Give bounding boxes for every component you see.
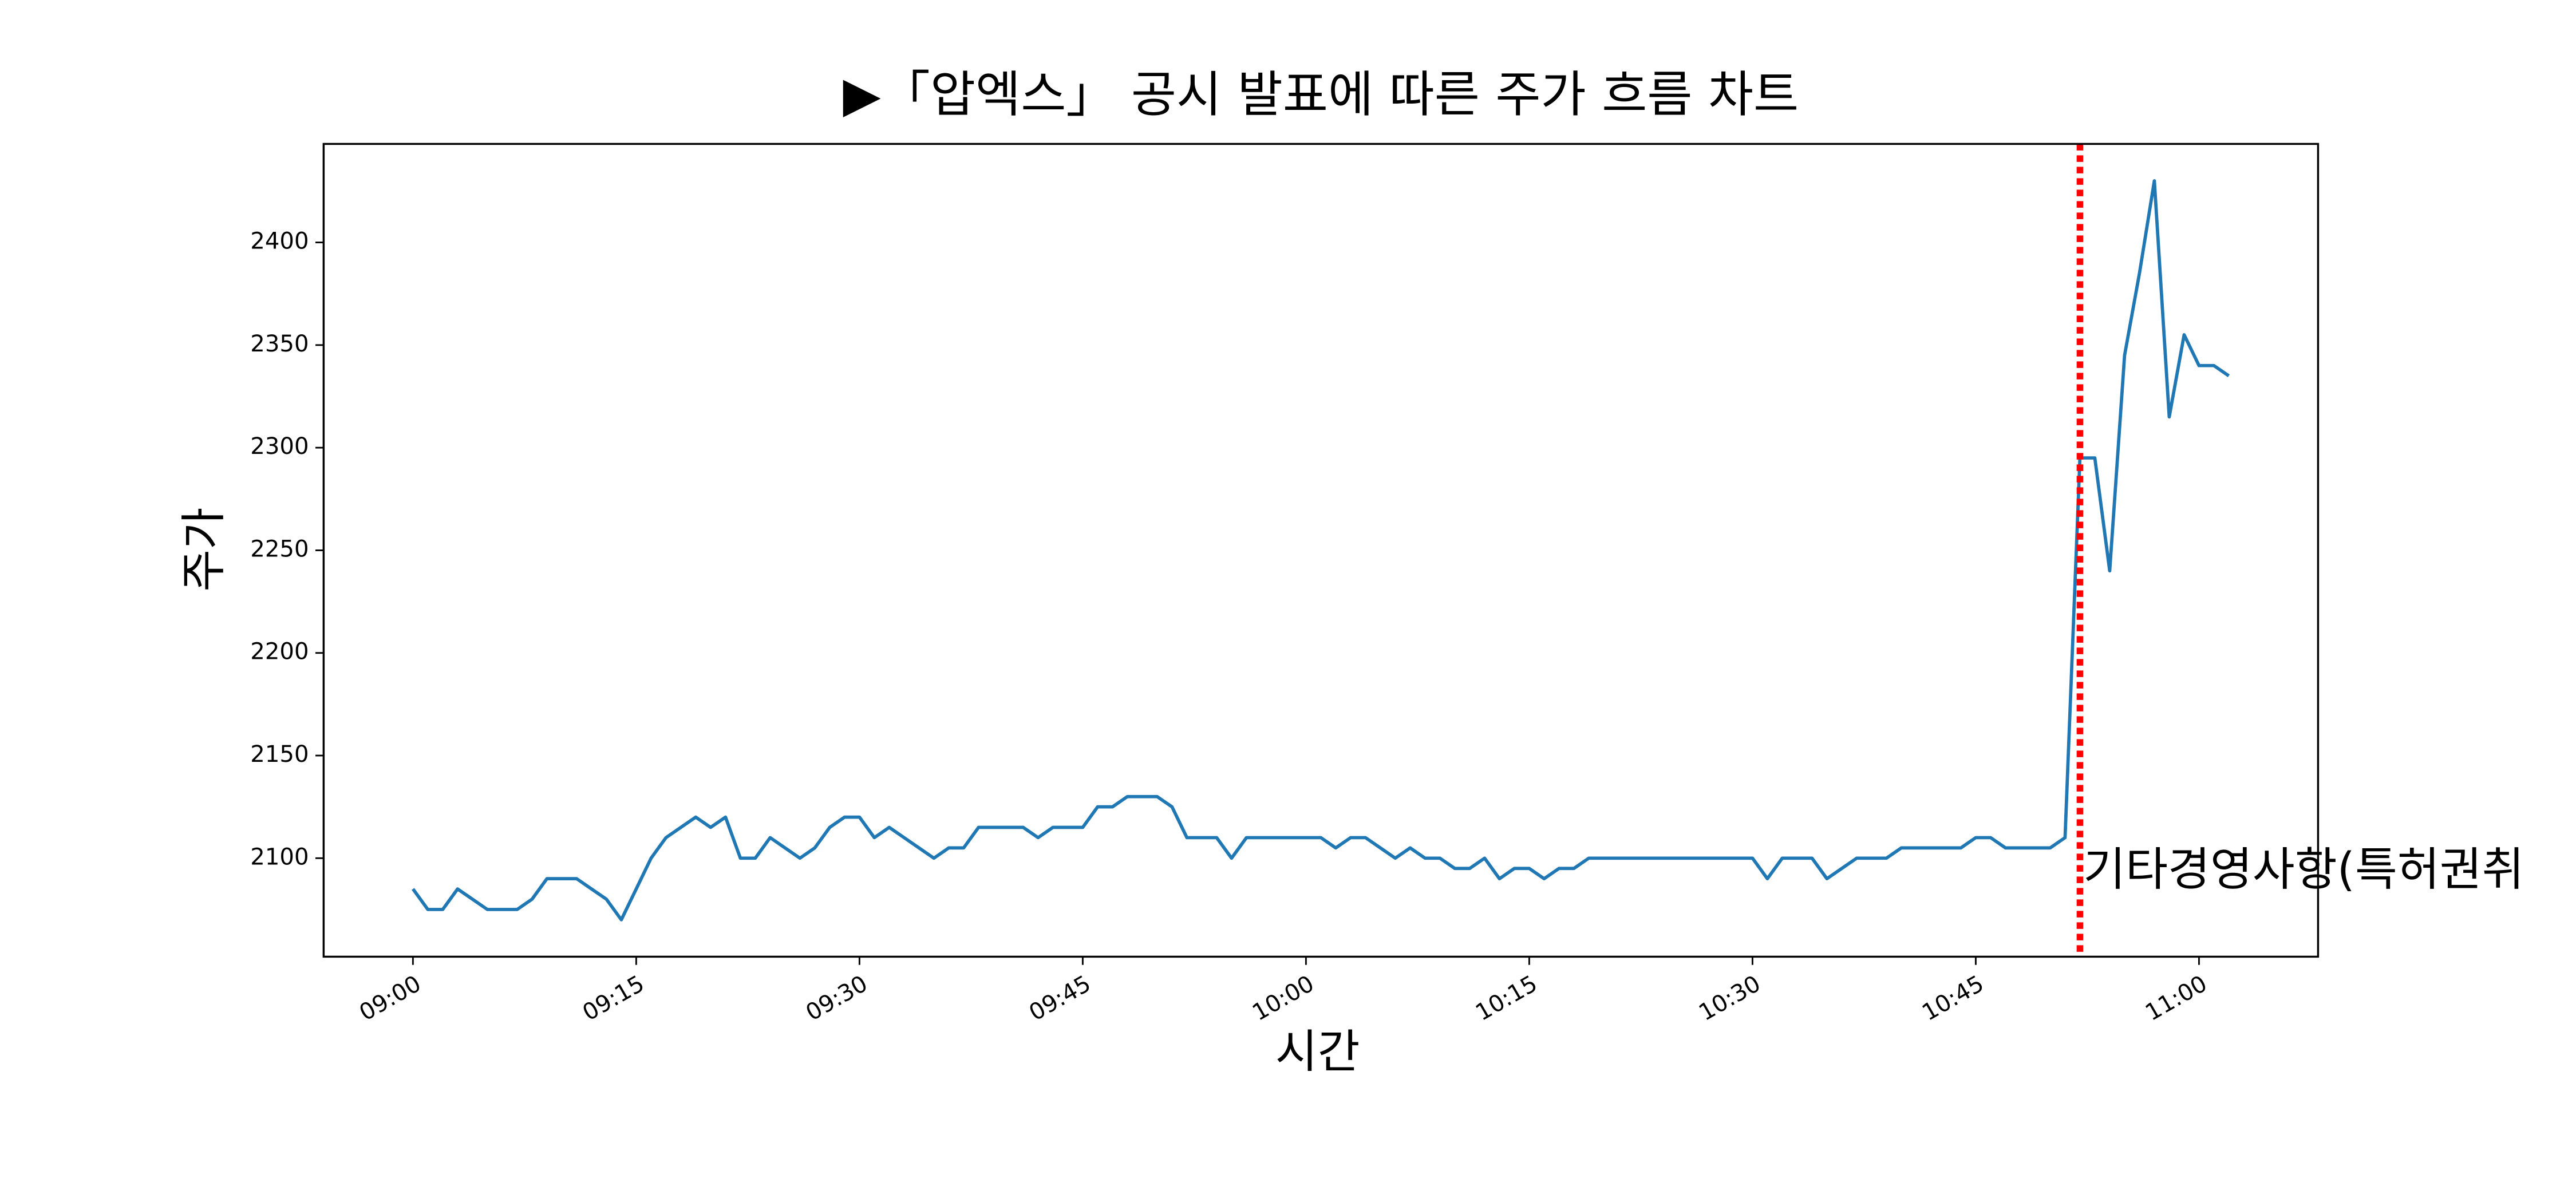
y-tick-label: 2350 xyxy=(250,331,309,357)
x-tick-label: 10:00 xyxy=(1248,971,1318,1026)
x-tick-label: 09:45 xyxy=(1025,971,1095,1026)
x-tick-label: 09:15 xyxy=(578,971,649,1026)
y-axis-label: 주가 xyxy=(177,507,230,591)
x-tick-label: 09:30 xyxy=(801,971,872,1026)
x-tick-label: 10:30 xyxy=(1694,971,1765,1026)
x-tick-label: 11:00 xyxy=(2141,971,2211,1026)
y-tick-label: 2400 xyxy=(250,228,309,255)
chart-title: ▶「압엑스」 공시 발표에 따른 주가 흐름 차트 xyxy=(843,66,1799,123)
y-tick-label: 2300 xyxy=(250,433,309,460)
x-tick-label: 10:45 xyxy=(1918,971,1988,1026)
x-tick-label: 09:00 xyxy=(355,971,425,1026)
y-tick-label: 2200 xyxy=(250,639,309,665)
y-tick-label: 2150 xyxy=(250,741,309,768)
y-tick-label: 2100 xyxy=(250,844,309,870)
x-axis-label: 시간 xyxy=(1275,1025,1360,1078)
y-tick-label: 2250 xyxy=(250,536,309,562)
plot-frame xyxy=(322,143,2320,958)
annotation: 기타경영사항(특허권취 xyxy=(2083,843,2524,896)
x-tick-label: 10:15 xyxy=(1471,971,1542,1026)
data-line xyxy=(412,179,2230,922)
